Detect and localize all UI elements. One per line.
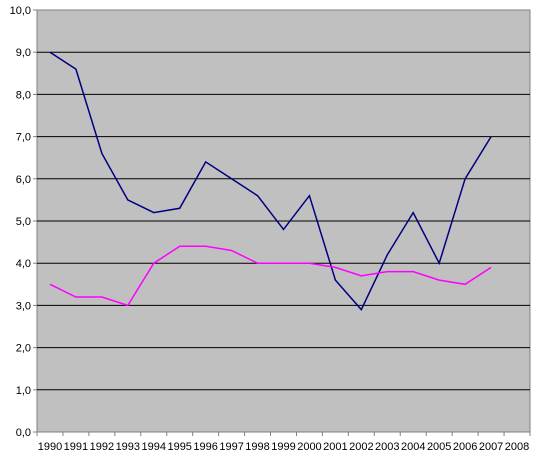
y-tick-label: 8,0	[16, 89, 31, 101]
gridlines	[37, 51, 530, 391]
x-tick-label: 1992	[90, 441, 114, 453]
series-layer	[49, 51, 492, 311]
x-tick-label: 2006	[453, 441, 477, 453]
series-line-1	[49, 51, 492, 311]
x-tick-label: 1995	[167, 441, 191, 453]
y-tick-label: 5,0	[16, 216, 31, 228]
x-tick-label: 1993	[116, 441, 140, 453]
x-tick-label: 1991	[64, 441, 88, 453]
y-tick-label: 6,0	[16, 174, 31, 186]
y-tick-label: 3,0	[16, 300, 31, 312]
x-tick-label: 2002	[349, 441, 373, 453]
x-tick-label: 2004	[401, 441, 425, 453]
x-tick-label: 1996	[193, 441, 217, 453]
y-tick-label: 7,0	[16, 132, 31, 144]
x-tick-label: 1990	[38, 441, 62, 453]
y-axis-tick-labels: 0,0 1,0 2,0 3,0 4,0 5,0 6,0 7,0 8,0 9,0 10,0	[10, 5, 37, 439]
x-tick-label: 2001	[323, 441, 347, 453]
x-tick-label: 2003	[375, 441, 399, 453]
x-tick-label: 2008	[505, 441, 529, 453]
x-tick-label: 1994	[142, 441, 166, 453]
x-tick-label: 1997	[219, 441, 243, 453]
x-tick-label: 2007	[479, 441, 503, 453]
y-tick-label: 0,0	[16, 427, 31, 439]
x-axis-tick-labels: 1990 1991 1992 1993 1994 1995 1996 1997 1998 1999…	[36, 432, 531, 453]
x-tick-label: 2005	[427, 441, 451, 453]
y-tick-label: 2,0	[16, 343, 31, 355]
x-tick-label: 1998	[245, 441, 269, 453]
y-tick-label: 10,0	[10, 5, 31, 17]
y-tick-label: 4,0	[16, 258, 31, 270]
y-tick-label: 1,0	[16, 385, 31, 397]
y-tick-label: 9,0	[16, 47, 31, 59]
x-tick-label: 2000	[297, 441, 321, 453]
x-tick-label: 1999	[271, 441, 295, 453]
series-line-2	[49, 245, 492, 307]
